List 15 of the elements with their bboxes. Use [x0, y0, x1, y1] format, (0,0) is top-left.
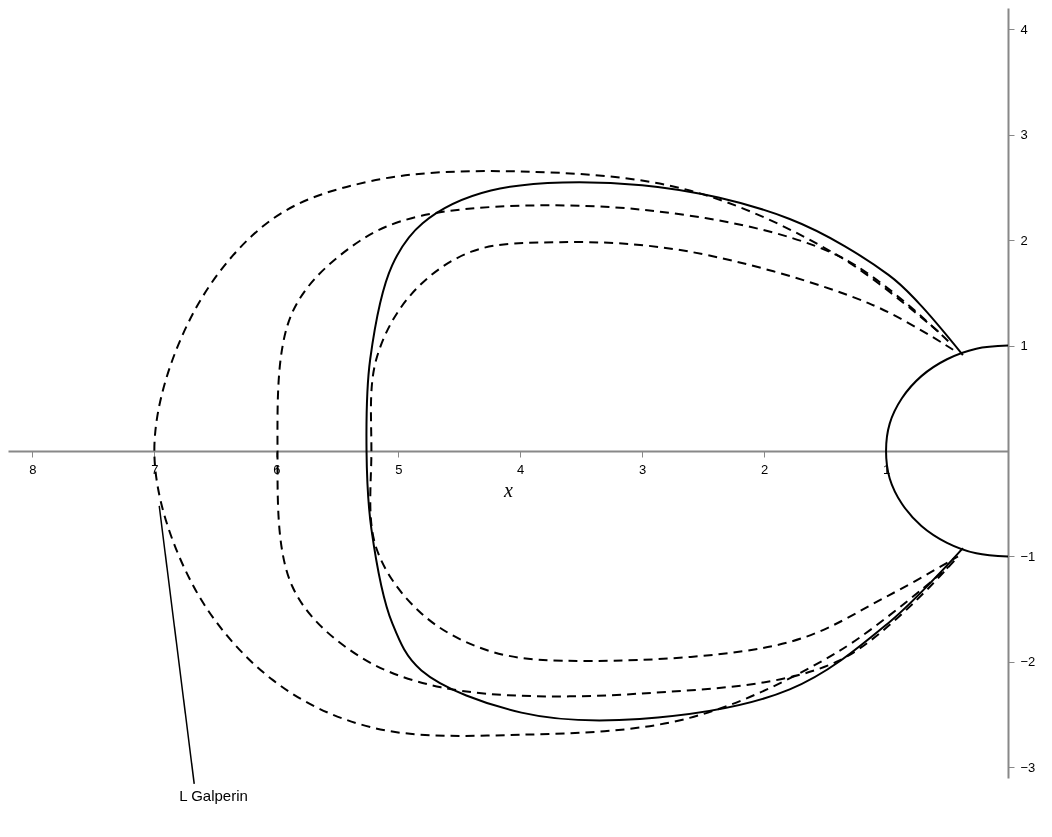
- x-tick-label: 5: [395, 461, 403, 477]
- y-tick-label: 1: [1020, 338, 1028, 354]
- y-tick-label: 4: [1020, 21, 1028, 37]
- x-axis-title: x: [503, 478, 514, 501]
- y-tick-label: 2: [1020, 232, 1028, 248]
- y-tick-label: −1: [1020, 548, 1036, 564]
- x-tick-label: 2: [760, 461, 769, 477]
- x-tick-label: 8: [29, 461, 37, 477]
- annotation: L Galperin: [179, 786, 248, 804]
- x-tick-label: 7: [151, 461, 159, 477]
- x-tick-label: 4: [517, 461, 525, 477]
- x-tick-label: 3: [639, 461, 647, 477]
- y-tick-label: −3: [1020, 759, 1036, 775]
- y-tick-label: 3: [1020, 127, 1028, 143]
- y-tick-label: −2: [1020, 654, 1036, 670]
